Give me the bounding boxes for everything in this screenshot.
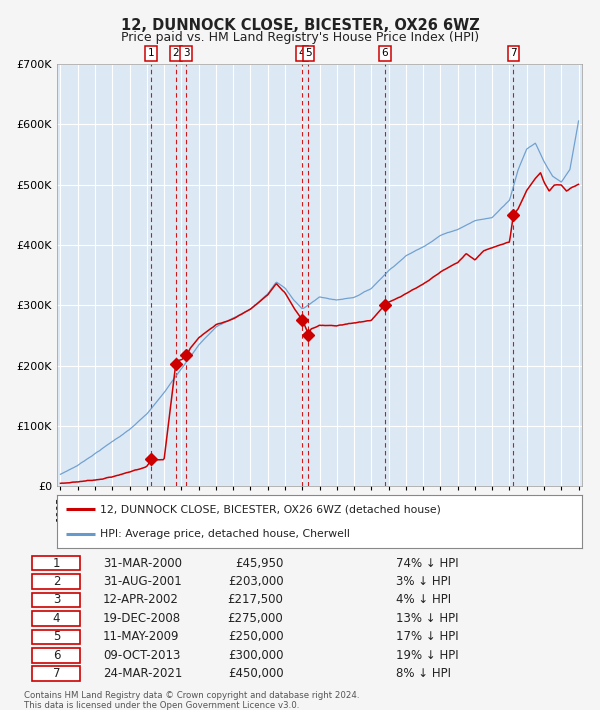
Text: £450,000: £450,000 <box>228 667 283 680</box>
Text: 31-AUG-2001: 31-AUG-2001 <box>103 575 182 588</box>
Text: 7: 7 <box>510 48 517 58</box>
Text: £203,000: £203,000 <box>228 575 283 588</box>
Text: £250,000: £250,000 <box>228 630 283 643</box>
Text: Contains HM Land Registry data © Crown copyright and database right 2024.: Contains HM Land Registry data © Crown c… <box>24 691 359 700</box>
Text: 6: 6 <box>381 48 388 58</box>
FancyBboxPatch shape <box>32 574 80 589</box>
Text: 13% ↓ HPI: 13% ↓ HPI <box>396 612 459 625</box>
Text: 4: 4 <box>53 612 60 625</box>
Text: 24-MAR-2021: 24-MAR-2021 <box>103 667 182 680</box>
FancyBboxPatch shape <box>32 667 80 681</box>
Text: 17% ↓ HPI: 17% ↓ HPI <box>396 630 459 643</box>
Text: 74% ↓ HPI: 74% ↓ HPI <box>396 557 459 569</box>
Text: HPI: Average price, detached house, Cherwell: HPI: Average price, detached house, Cher… <box>100 529 350 539</box>
Text: £45,950: £45,950 <box>235 557 283 569</box>
Text: This data is licensed under the Open Government Licence v3.0.: This data is licensed under the Open Gov… <box>24 701 299 710</box>
Text: 1: 1 <box>148 48 154 58</box>
Text: 4% ↓ HPI: 4% ↓ HPI <box>396 594 451 606</box>
Text: 3: 3 <box>183 48 190 58</box>
Text: 11-MAY-2009: 11-MAY-2009 <box>103 630 179 643</box>
Text: £217,500: £217,500 <box>227 594 283 606</box>
Text: 1: 1 <box>53 557 60 569</box>
FancyBboxPatch shape <box>32 648 80 662</box>
Text: 12, DUNNOCK CLOSE, BICESTER, OX26 6WZ (detached house): 12, DUNNOCK CLOSE, BICESTER, OX26 6WZ (d… <box>100 504 441 514</box>
Text: Price paid vs. HM Land Registry's House Price Index (HPI): Price paid vs. HM Land Registry's House … <box>121 31 479 44</box>
Text: 8% ↓ HPI: 8% ↓ HPI <box>396 667 451 680</box>
Text: 5: 5 <box>305 48 312 58</box>
Text: 12, DUNNOCK CLOSE, BICESTER, OX26 6WZ: 12, DUNNOCK CLOSE, BICESTER, OX26 6WZ <box>121 18 479 33</box>
Text: 2: 2 <box>172 48 179 58</box>
Text: 09-OCT-2013: 09-OCT-2013 <box>103 649 181 662</box>
FancyBboxPatch shape <box>32 556 80 570</box>
Text: 5: 5 <box>53 630 60 643</box>
Text: 3: 3 <box>53 594 60 606</box>
Text: 4: 4 <box>298 48 305 58</box>
FancyBboxPatch shape <box>32 611 80 626</box>
Text: 19% ↓ HPI: 19% ↓ HPI <box>396 649 459 662</box>
FancyBboxPatch shape <box>32 593 80 607</box>
FancyBboxPatch shape <box>32 630 80 644</box>
Text: 7: 7 <box>53 667 60 680</box>
Text: 2: 2 <box>53 575 60 588</box>
Text: £300,000: £300,000 <box>228 649 283 662</box>
Text: £275,000: £275,000 <box>227 612 283 625</box>
Text: 12-APR-2002: 12-APR-2002 <box>103 594 179 606</box>
Text: 31-MAR-2000: 31-MAR-2000 <box>103 557 182 569</box>
Text: 6: 6 <box>53 649 60 662</box>
Text: 3% ↓ HPI: 3% ↓ HPI <box>396 575 451 588</box>
Text: 19-DEC-2008: 19-DEC-2008 <box>103 612 181 625</box>
